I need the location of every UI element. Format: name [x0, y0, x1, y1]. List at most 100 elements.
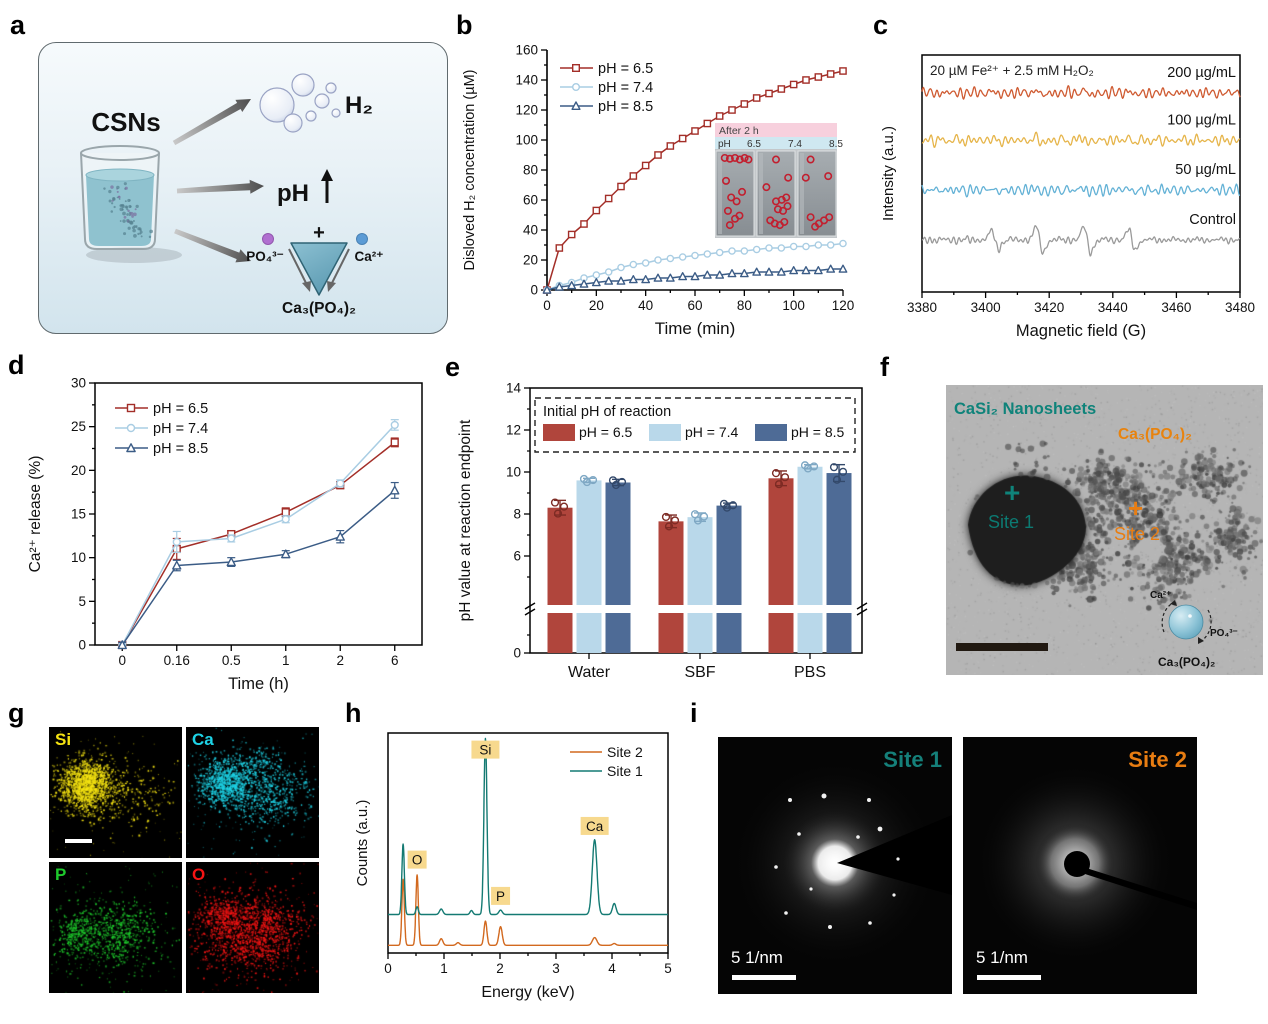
saed-site2-scale-bar	[977, 975, 1041, 980]
svg-text:3400: 3400	[971, 300, 1001, 315]
site1-marker: +	[1004, 477, 1021, 508]
svg-text:1: 1	[282, 653, 290, 668]
svg-text:2: 2	[336, 653, 344, 668]
saed-site2: Site 2 5 1/nm	[963, 737, 1197, 994]
svg-text:3460: 3460	[1161, 300, 1191, 315]
svg-text:Time (h): Time (h)	[228, 675, 289, 693]
eds-map-ca: Ca	[186, 727, 319, 858]
saed-site2-pattern	[963, 737, 1197, 994]
svg-text:8: 8	[513, 507, 521, 522]
svg-text:Ca₃(PO₄)₂: Ca₃(PO₄)₂	[1158, 655, 1215, 669]
svg-text:P: P	[496, 889, 505, 904]
svg-text:4: 4	[608, 961, 616, 976]
svg-text:30: 30	[71, 376, 86, 391]
svg-text:80: 80	[737, 298, 752, 313]
panel-c-chart-esr-spectra: 3380 3400 3420 3440 3460 3480 Magnetic field (…	[880, 54, 1255, 340]
saed-site2-scale-text: 5 1/nm	[976, 948, 1028, 967]
panel-e-chart-ph-endpoint: 0 6 8 10 12 14 pH value at reaction endpoint Wa…	[457, 381, 868, 681]
svg-text:pH = 6.5: pH = 6.5	[153, 401, 208, 417]
svg-text:200 µg/mL: 200 µg/mL	[1167, 65, 1236, 81]
svg-text:7.4: 7.4	[788, 139, 802, 150]
svg-text:H₂: H₂	[345, 92, 373, 119]
svg-text:100 µg/mL: 100 µg/mL	[1167, 112, 1236, 128]
svg-text:3380: 3380	[907, 300, 937, 315]
svg-text:PBS: PBS	[794, 664, 826, 681]
svg-text:5: 5	[664, 961, 672, 976]
panel-b-letter: b	[456, 10, 473, 40]
svg-text:0: 0	[78, 638, 86, 653]
svg-text:1: 1	[440, 961, 448, 976]
svg-text:Counts (a.u.): Counts (a.u.)	[354, 800, 371, 887]
saed-site1-scale-text: 5 1/nm	[731, 948, 783, 967]
ca3po42-label: Ca₃(PO₄)₂	[1118, 426, 1192, 443]
svg-text:80: 80	[523, 163, 538, 178]
svg-text:Ca: Ca	[586, 819, 604, 834]
p-map-canvas	[49, 862, 182, 993]
svg-text:20: 20	[71, 463, 86, 478]
svg-text:12: 12	[506, 423, 521, 438]
eds-scale-bar	[65, 839, 92, 843]
svg-text:pH = 7.4: pH = 7.4	[685, 424, 739, 440]
svg-text:3440: 3440	[1098, 300, 1128, 315]
svg-text:Si: Si	[479, 743, 491, 758]
svg-text:10: 10	[506, 465, 521, 480]
svg-text:6: 6	[513, 549, 521, 564]
svg-text:14: 14	[506, 381, 522, 396]
panel-d-letter: d	[8, 350, 25, 380]
svg-text:100: 100	[782, 298, 805, 313]
svg-text:Control: Control	[1189, 212, 1236, 228]
saed-site1-scale-bar	[732, 975, 796, 980]
svg-text:3480: 3480	[1225, 300, 1255, 315]
o-map-canvas	[186, 862, 319, 993]
svg-text:0: 0	[513, 646, 521, 661]
svg-text:SBF: SBF	[684, 664, 715, 681]
eds-map-p: P	[49, 862, 182, 993]
tem-scale-bar	[956, 643, 1048, 651]
svg-text:0: 0	[118, 653, 126, 668]
eds-map-si: Si	[49, 727, 182, 858]
svg-text:120: 120	[832, 298, 855, 313]
svg-text:6: 6	[391, 653, 399, 668]
svg-text:0: 0	[543, 298, 551, 313]
svg-text:0: 0	[530, 283, 538, 298]
svg-text:0.5: 0.5	[222, 653, 241, 668]
svg-text:100: 100	[515, 133, 538, 148]
panel-a-letter: a	[10, 10, 26, 40]
svg-text:140: 140	[515, 73, 538, 88]
svg-text:pH = 8.5: pH = 8.5	[598, 99, 653, 115]
svg-text:Ca²⁺: Ca²⁺	[355, 249, 384, 264]
svg-text:25: 25	[71, 419, 86, 434]
svg-text:PO₄³⁻: PO₄³⁻	[246, 249, 284, 264]
panel-h-chart-eds-spectra: 0 1 2 3 4 5 Energy (keV) Counts (a.u.) O Si P Ca Sit…	[354, 732, 672, 1001]
saed-site1-label: Site 1	[883, 747, 942, 772]
panel-d-chart-ca-release: 0 5 10 15 20 25 30 0 0.16 0.5 1 2 6 Time (h) Ca²⁺ rele…	[27, 376, 423, 693]
svg-text:Site 2: Site 2	[607, 744, 643, 760]
svg-text:CSNs: CSNs	[91, 107, 160, 137]
panel-g-eds-maps: Si Ca P O	[49, 727, 319, 993]
svg-text:3: 3	[552, 961, 560, 976]
ca-map-label: Ca	[192, 730, 214, 749]
svg-text:Ca²⁺: Ca²⁺	[1150, 590, 1171, 601]
svg-text:pH = 6.5: pH = 6.5	[579, 424, 633, 440]
svg-text:pH = 7.4: pH = 7.4	[153, 421, 208, 437]
panel-f-letter: f	[880, 352, 889, 382]
svg-text:20 µM Fe²⁺ + 2.5 mM H₂O₂: 20 µM Fe²⁺ + 2.5 mM H₂O₂	[930, 63, 1094, 78]
panel-c-letter: c	[873, 10, 889, 40]
svg-text:Site 1: Site 1	[607, 763, 643, 779]
precipitation-inset-diagram: Ca²⁺ PO₄³⁻ Ca₃(PO₄)₂	[1150, 590, 1238, 669]
panel-e-letter: e	[445, 352, 461, 382]
svg-text:0: 0	[384, 961, 392, 976]
svg-text:20: 20	[589, 298, 604, 313]
panel-h-letter: h	[345, 698, 362, 728]
svg-text:Energy (keV): Energy (keV)	[481, 984, 574, 1001]
svg-text:+: +	[313, 222, 325, 244]
o-map-label: O	[192, 865, 206, 884]
svg-text:40: 40	[523, 223, 538, 238]
p-map-label: P	[55, 865, 67, 884]
ca-map-canvas	[186, 727, 319, 858]
site1-label: Site 1	[988, 512, 1035, 532]
svg-text:Time (min): Time (min)	[655, 319, 736, 338]
svg-text:10: 10	[71, 550, 86, 565]
svg-text:pH = 7.4: pH = 7.4	[598, 80, 653, 96]
